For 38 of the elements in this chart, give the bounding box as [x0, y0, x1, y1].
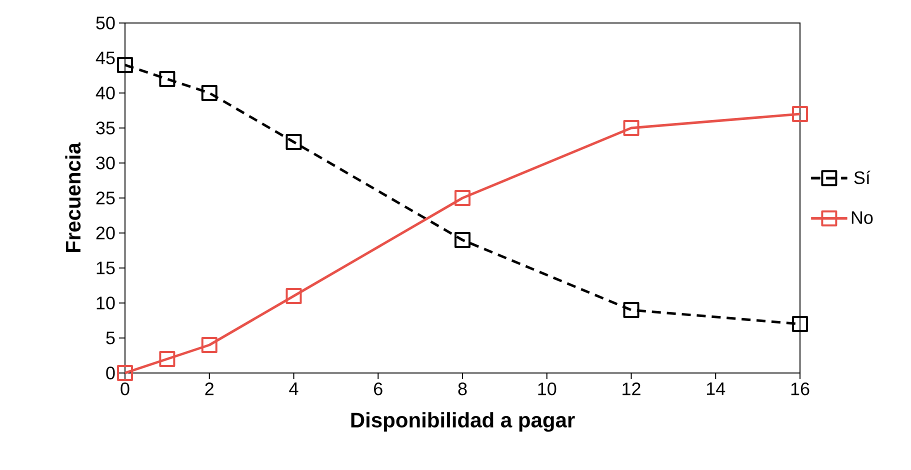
point: [454, 232, 471, 248]
point: [454, 190, 471, 206]
x-tick-label: 10: [538, 382, 556, 396]
x-axis-title: Disponibilidad a pagar: [351, 412, 575, 432]
y-tick-label: 25: [96, 192, 115, 204]
x-tick-label: 2: [205, 382, 214, 396]
y-axis-title: Frecuencia: [65, 142, 81, 252]
y-tick-label: 5: [106, 332, 115, 344]
y-tick-label: 35: [96, 122, 115, 134]
y-tick-label: 10: [96, 296, 115, 310]
point: [623, 302, 640, 318]
point: [117, 56, 133, 73]
point: [286, 288, 302, 304]
y-tick-label: 40: [96, 86, 115, 100]
point: [286, 134, 302, 150]
point: [201, 84, 218, 101]
y-tick-label: 15: [96, 262, 115, 274]
point: [159, 70, 176, 87]
x-tick-label: 8: [458, 382, 467, 396]
x-tick-label: 4: [289, 382, 298, 395]
x-tick-label: 0: [120, 382, 130, 396]
point: [623, 120, 640, 136]
point: [792, 106, 808, 122]
y-tick-label: 0: [106, 366, 115, 380]
legend-label: No: [852, 211, 873, 224]
point: [159, 351, 176, 367]
y-tick-label: 50: [96, 16, 115, 30]
point: [201, 337, 218, 353]
point: [792, 316, 808, 332]
y-tick-label: 45: [96, 52, 115, 64]
y-tick-label: 30: [96, 156, 115, 170]
legend-label: Sí: [854, 170, 870, 184]
x-tick-label: 6: [374, 382, 382, 396]
x-tick-label: 12: [622, 382, 640, 396]
x-tick-label: 14: [706, 382, 726, 395]
y-tick-label: 20: [96, 226, 115, 240]
x-tick-label: 16: [791, 382, 810, 396]
point: [117, 365, 133, 381]
